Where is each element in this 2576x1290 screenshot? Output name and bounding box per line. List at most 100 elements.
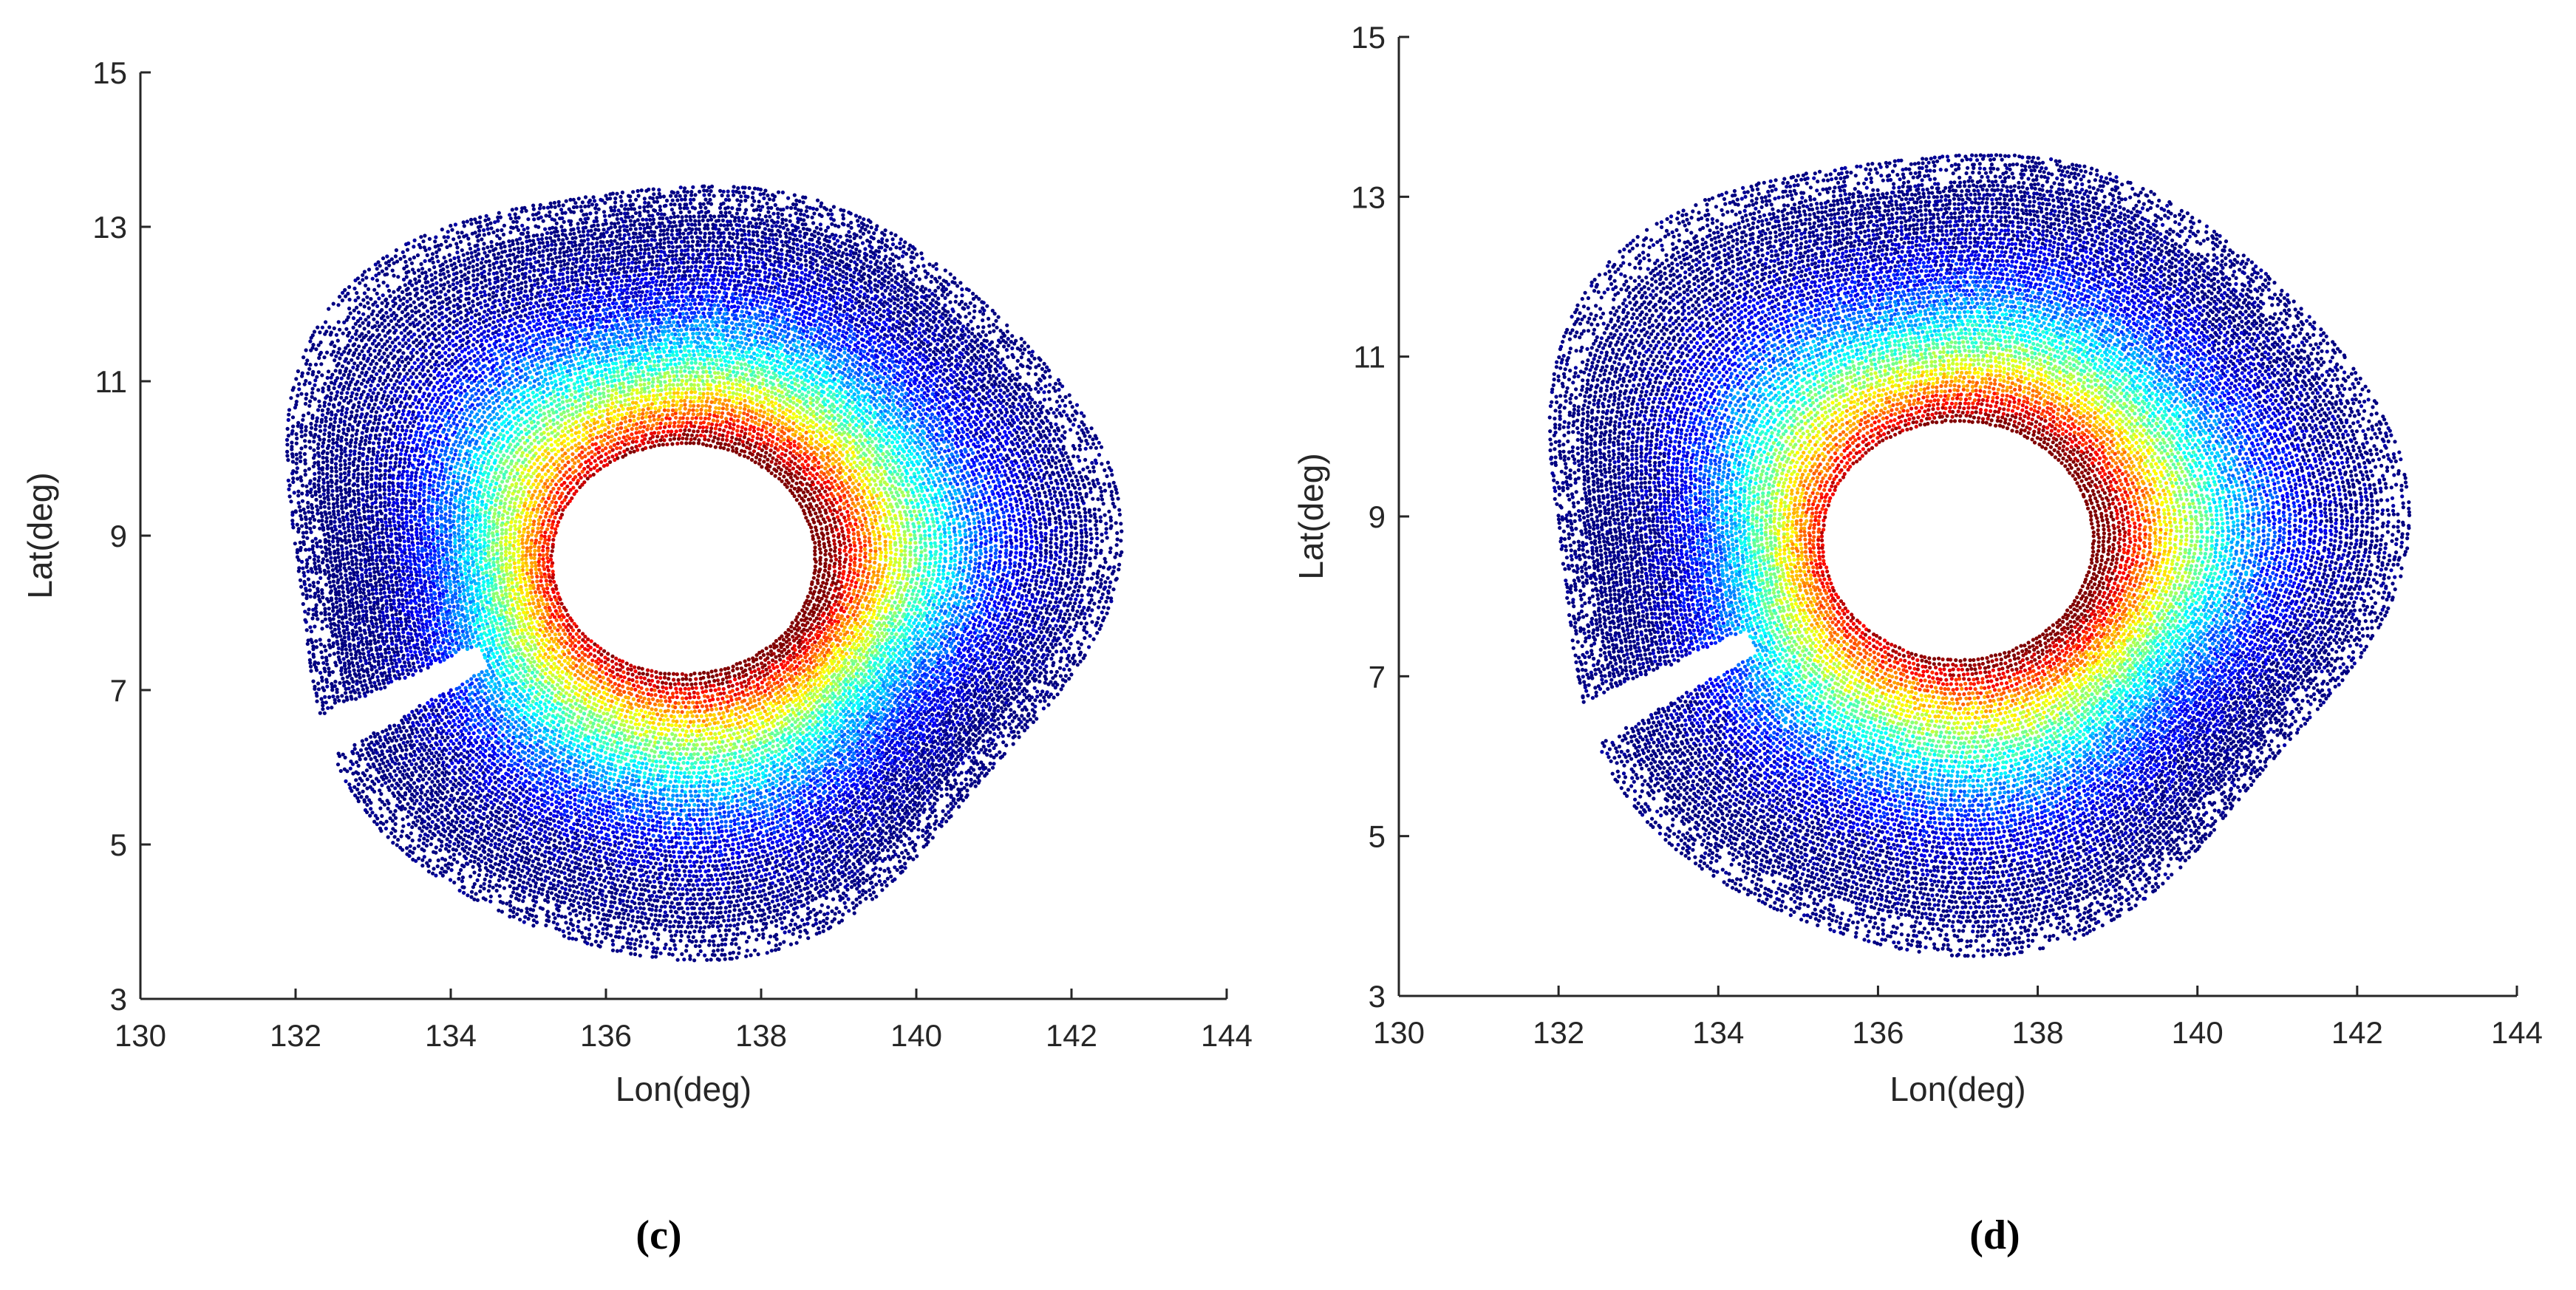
data-point [834,608,838,612]
data-point [603,433,607,437]
data-point [517,478,521,482]
data-point [851,516,855,519]
data-point [537,604,541,608]
data-point [627,678,631,681]
data-point [737,697,741,700]
data-point [752,695,756,698]
data-point [853,561,856,564]
data-point [831,612,835,615]
data-point [567,442,570,446]
data-point [777,403,781,407]
data-point [758,443,762,446]
data-point [599,440,603,443]
data-point [519,465,523,468]
data-point [537,503,541,507]
data-point [817,634,821,638]
data-point [551,479,554,482]
data-point [765,646,769,650]
data-point [577,472,581,476]
data-point [780,688,783,692]
data-point [799,666,803,670]
data-point [658,426,662,429]
data-point [650,669,653,673]
data-point [545,553,549,556]
data-point [513,532,517,536]
data-point [707,417,711,420]
data-point [845,524,848,528]
data-point [829,468,833,471]
data-point [533,462,536,465]
data-point [645,672,649,676]
data-point [621,665,624,669]
data-point [578,465,582,468]
data-point [776,680,780,684]
data-point [726,666,730,670]
data-point [636,694,639,697]
data-point [727,671,731,675]
data-point [820,607,824,610]
data-point [587,655,590,658]
data-point [555,618,559,622]
data-point [512,558,516,562]
data-point [783,675,786,679]
data-point [747,396,751,400]
data-point [527,490,531,494]
data-point [853,469,857,473]
data-point [551,623,555,627]
data-point [498,577,502,581]
data-point [514,637,517,641]
data-point [548,535,551,539]
data-point [668,387,672,391]
data-point [817,461,820,465]
data-point [602,676,605,680]
data-point [743,680,746,683]
data-point [774,660,777,663]
data-point [868,536,871,540]
data-point [828,601,831,604]
data-point [783,454,787,457]
data-point [850,497,853,501]
data-point [511,517,514,521]
data-point [560,602,564,606]
data-point [819,493,822,496]
data-point [531,664,534,668]
data-point [552,533,556,537]
data-point [655,426,658,430]
data-point [783,482,787,486]
data-point [825,502,828,506]
data-point [808,522,811,526]
data-point [669,429,673,433]
data-point [825,607,828,611]
data-point [622,435,626,439]
data-point [601,670,604,674]
data-point [637,723,641,726]
data-point [661,397,664,400]
data-point [545,579,548,582]
data-point [691,409,695,412]
data-point [716,697,720,701]
data-point [868,490,871,494]
data-point [704,689,708,693]
data-point [546,438,550,442]
data-point [691,686,695,690]
data-point [847,592,851,595]
data-point [705,443,709,447]
data-point [710,423,714,426]
data-point [610,440,613,443]
data-point [562,474,566,477]
data-point [798,415,802,419]
data-point [754,441,758,445]
data-point [675,695,679,699]
data-point [842,565,846,569]
data-point [817,507,821,511]
data-point [497,570,500,574]
data-point [759,409,763,413]
data-point [615,446,619,450]
data-point [868,544,872,547]
data-point [655,384,659,388]
data-point [608,460,612,464]
data-point [613,458,616,462]
data-point [713,732,717,736]
data-point [648,711,652,715]
data-point [671,695,675,699]
